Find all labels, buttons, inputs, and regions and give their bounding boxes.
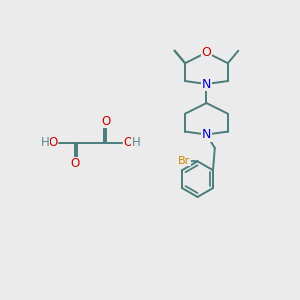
Text: N: N [202,128,211,141]
Text: O: O [102,115,111,128]
Text: O: O [202,46,212,59]
Text: Br: Br [178,156,190,166]
Text: H: H [132,136,140,149]
Text: O: O [48,136,57,149]
Text: H: H [41,136,50,149]
Text: O: O [124,136,133,149]
Text: N: N [202,77,211,91]
Text: O: O [70,158,80,170]
